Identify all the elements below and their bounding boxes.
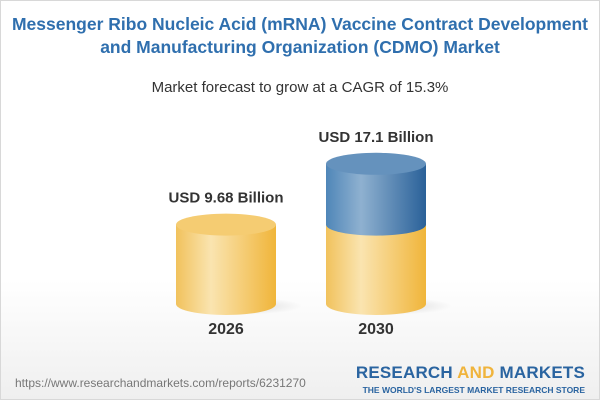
bar-growth-2030 (326, 163, 426, 236)
chart-title: Messenger Ribo Nucleic Acid (mRNA) Vacci… (1, 13, 599, 59)
bar-base-2026 (176, 224, 276, 315)
research-and-markets-logo: RESEARCH AND MARKETS THE WORLD'S LARGEST… (355, 363, 585, 396)
bar-top-2030 (326, 152, 426, 175)
data-label: USD 9.68 Billion (168, 190, 283, 207)
data-label: USD 17.1 Billion (318, 129, 433, 146)
category-label: 2030 (358, 321, 394, 338)
bar-top-2026 (176, 213, 276, 236)
category-label: 2026 (208, 321, 244, 338)
source-url[interactable]: https://www.researchandmarkets.com/repor… (15, 376, 306, 390)
bar-base-2030 (326, 224, 426, 315)
chart-subtitle: Market forecast to grow at a CAGR of 15.… (151, 79, 449, 96)
title-line-2: and Manufacturing Organization (CDMO) Ma… (100, 37, 500, 57)
title-line-1: Messenger Ribo Nucleic Acid (mRNA) Vacci… (11, 14, 589, 34)
